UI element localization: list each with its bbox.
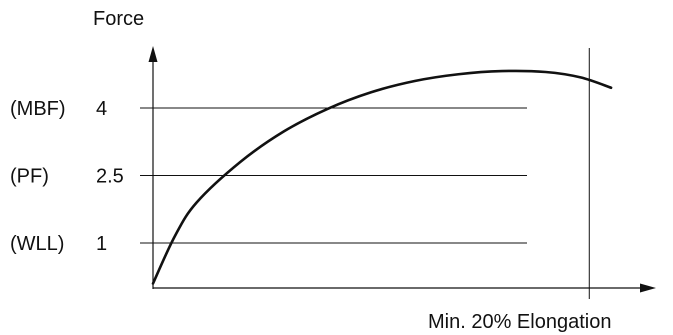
y-axis-arrowhead: [148, 46, 158, 62]
y-tick-name-label: (MBF): [10, 98, 66, 120]
series-layer: [151, 69, 613, 285]
labels: Force Min. 20% Elongation (MBF) 4 (PF) 2.5 (…: [10, 8, 611, 333]
grid-lines: [140, 48, 590, 299]
y-tick-value-label: 2.5: [96, 166, 124, 188]
y-tick-value-label: 4: [96, 98, 107, 120]
y-axis-title: Force: [93, 8, 144, 30]
x-axis-arrowhead: [640, 283, 656, 293]
force-curve-line: [151, 69, 613, 285]
y-tick-name-label: (PF): [10, 166, 49, 188]
x-axis-title: Min. 20% Elongation: [428, 311, 611, 333]
axes: [148, 46, 656, 293]
y-tick-value-label: 1: [96, 233, 107, 255]
y-tick-name-label: (WLL): [10, 233, 64, 255]
